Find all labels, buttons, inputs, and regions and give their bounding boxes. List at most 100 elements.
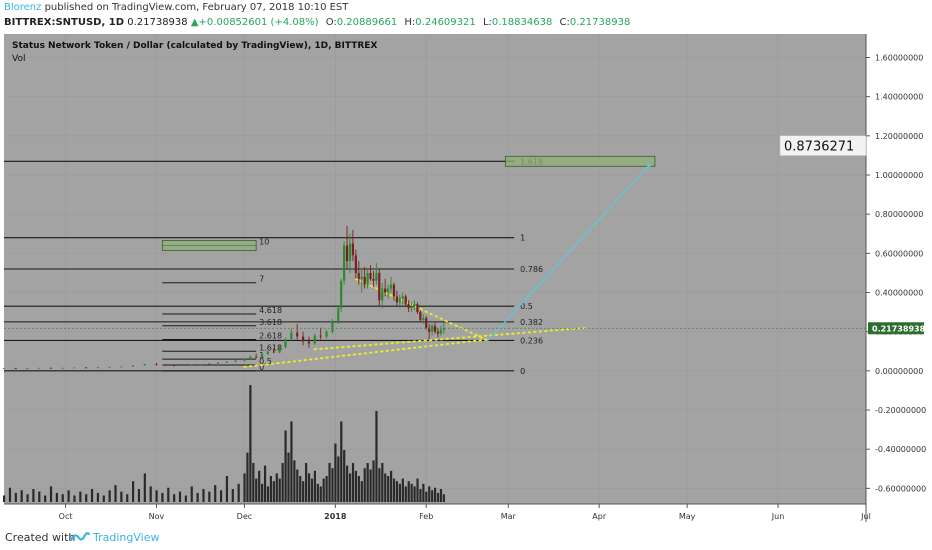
volume-bar xyxy=(79,491,82,502)
candle-body xyxy=(331,320,334,332)
candle-body xyxy=(366,272,369,285)
candle-body xyxy=(199,364,202,365)
volume-bar xyxy=(155,490,158,502)
x-tick-label: Jul xyxy=(860,512,871,521)
x-tick-label: Jun xyxy=(771,512,785,521)
x-tick-label: Dec xyxy=(237,512,252,521)
candle-body xyxy=(389,284,393,289)
candle-body xyxy=(363,276,366,285)
volume-bar xyxy=(231,489,234,502)
trendline[interactable] xyxy=(354,277,489,342)
volume-bar xyxy=(413,486,416,502)
volume-bar xyxy=(296,469,299,502)
volume-bar xyxy=(348,473,352,502)
candle-body xyxy=(384,288,387,293)
candle-body xyxy=(340,280,343,309)
volume-bar xyxy=(425,491,428,502)
volume-bar xyxy=(272,481,275,502)
ohlc-line: BITTREX:SNTUSD, 1D 0.21738938 ▲+0.008526… xyxy=(4,17,630,28)
fib-level-label: 0.236 xyxy=(520,336,543,345)
chart-title: Status Network Token / Dollar (calculate… xyxy=(12,41,377,51)
tradingview-brand-link[interactable]: TradingView xyxy=(93,531,160,544)
y-tick-label: 1.40000000 xyxy=(875,93,923,102)
volume-bar xyxy=(319,486,322,502)
projection-line[interactable] xyxy=(487,164,650,341)
volume-bar xyxy=(419,489,422,502)
candle-body xyxy=(14,368,17,370)
trendline[interactable] xyxy=(313,326,589,351)
candle-body xyxy=(351,243,355,256)
high-label: H: xyxy=(404,17,416,28)
volume-bar xyxy=(381,463,384,502)
ext-level-label: 10 xyxy=(259,238,269,247)
fib-level-label: 1 xyxy=(520,234,525,243)
candle-body xyxy=(278,346,281,353)
volume-bar xyxy=(258,470,261,502)
volume-bar xyxy=(208,491,211,502)
trendline[interactable] xyxy=(243,338,489,368)
volume-bar xyxy=(322,478,325,502)
last-price: 0.21738938 xyxy=(127,17,188,28)
volume-bar xyxy=(360,481,363,502)
close-label: C: xyxy=(559,17,570,28)
candle-body xyxy=(410,306,413,309)
volume-bar xyxy=(428,486,431,502)
volume-bar xyxy=(149,486,152,502)
candle-body xyxy=(234,360,237,362)
volume-bar xyxy=(307,473,311,502)
volume-bar xyxy=(281,463,284,502)
candle-body xyxy=(143,364,146,366)
projection-endpoint[interactable] xyxy=(647,163,651,168)
candle-body xyxy=(290,332,293,340)
candle-body xyxy=(337,308,340,321)
candle-body xyxy=(96,367,99,369)
price-chart[interactable]: 0 0.236 0.382 0.5 0.786 1 1.618 10 7 4.618 3.618 2… xyxy=(0,32,932,526)
y-tick-label: 0.80000000 xyxy=(875,210,923,219)
candle-body xyxy=(216,362,220,364)
y-tick-label: 1.60000000 xyxy=(875,54,923,63)
candle-body xyxy=(425,317,428,328)
ext-level-label: 0.5 xyxy=(259,357,272,366)
volume-bar xyxy=(275,473,278,502)
candle-body xyxy=(61,367,64,369)
open-label: O: xyxy=(325,17,337,28)
candle-body xyxy=(2,368,6,370)
volume-bar xyxy=(343,450,346,502)
volume-bar xyxy=(395,481,399,502)
candle-body xyxy=(354,255,357,273)
publish-line: Blorenz published on TradingView.com, Fe… xyxy=(4,2,348,13)
y-tick-label: 0.40000000 xyxy=(875,289,923,298)
candle-body xyxy=(208,363,211,365)
candle-body xyxy=(381,288,384,301)
volume-bar xyxy=(398,483,402,502)
volume-bar xyxy=(278,478,281,502)
volume-bar xyxy=(26,494,29,502)
author-link[interactable]: Blorenz xyxy=(4,2,42,13)
volume-bar xyxy=(436,492,440,502)
volume-bar xyxy=(190,486,193,502)
volume-bar xyxy=(49,486,53,502)
ext-target-box[interactable] xyxy=(161,240,257,251)
created-with-label: Created with xyxy=(5,531,76,544)
volume-bar xyxy=(366,463,369,502)
volume-bar xyxy=(85,494,88,502)
volume-bar xyxy=(143,473,146,502)
volume-bar xyxy=(422,483,425,502)
fib-level-label: 0 xyxy=(520,367,525,376)
volume-bar xyxy=(410,483,413,502)
candle-body xyxy=(348,243,352,262)
candle-body xyxy=(345,245,349,262)
volume-bar xyxy=(73,495,76,502)
volume-bar xyxy=(416,478,419,502)
y-tick-label: -0.20000000 xyxy=(875,406,926,415)
volume-bar xyxy=(363,468,366,502)
volume-bar xyxy=(407,481,410,502)
x-axis[interactable]: Oct Nov Dec 2018 Feb Mar Apr May Jun Jul xyxy=(59,504,871,521)
candle-body xyxy=(372,278,375,281)
volume-bar xyxy=(161,492,164,502)
candle-body xyxy=(357,272,360,279)
volume-bar xyxy=(384,473,387,502)
fib-target-box[interactable] xyxy=(504,155,656,167)
candle-body xyxy=(395,296,398,303)
candle-body xyxy=(131,365,135,367)
